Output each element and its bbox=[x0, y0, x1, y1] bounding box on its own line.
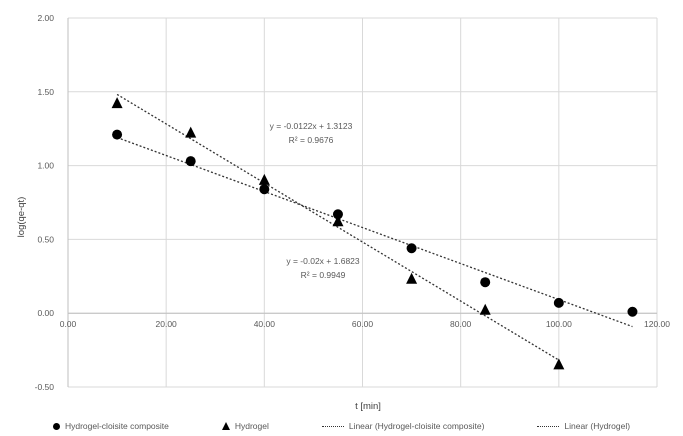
legend-item-composite: Hydrogel-cloisite composite bbox=[52, 421, 169, 431]
trendline-r2-hydrogel: R² = 0.9949 bbox=[301, 270, 346, 280]
legend-label-hydrogel: Hydrogel bbox=[234, 421, 269, 431]
legend-item-linear-hydrogel: Linear (Hydrogel) bbox=[537, 421, 630, 431]
triangle-marker-icon bbox=[221, 422, 230, 430]
dotted-line-icon bbox=[321, 425, 344, 427]
x-tick-label: 60.00 bbox=[352, 319, 374, 329]
data-points bbox=[111, 97, 638, 370]
circle-marker-icon bbox=[52, 422, 60, 430]
axes bbox=[67, 18, 657, 387]
y-tick-label: 2.00 bbox=[37, 13, 54, 23]
composite-data-point bbox=[332, 209, 343, 220]
hydrogel-data-point bbox=[479, 303, 491, 315]
y-tick-label: 1.00 bbox=[37, 161, 54, 171]
trendline-composite bbox=[116, 136, 633, 328]
composite-data-point bbox=[627, 306, 638, 317]
hydrogel-data-point bbox=[258, 173, 270, 185]
x-tick-label: 120.00 bbox=[644, 319, 670, 329]
y-tick-label: -0.50 bbox=[35, 382, 55, 392]
composite-data-point bbox=[553, 297, 564, 308]
legend-label-linear-composite: Linear (Hydrogel-cloisite composite) bbox=[348, 421, 485, 431]
y-axis-title: log(qe-qt) bbox=[16, 197, 27, 238]
composite-data-point bbox=[185, 156, 196, 167]
trendline-equation-composite: y = -0.0122x + 1.3123 bbox=[270, 121, 353, 131]
legend-label-composite: Hydrogel-cloisite composite bbox=[64, 421, 169, 431]
legend-item-linear-composite: Linear (Hydrogel-cloisite composite) bbox=[321, 421, 485, 431]
y-tick-label: 0.00 bbox=[37, 308, 54, 318]
y-tick-label: 0.50 bbox=[37, 234, 54, 244]
legend-item-hydrogel: Hydrogel bbox=[221, 421, 269, 431]
hydrogel-data-point bbox=[185, 126, 197, 138]
x-tick-label: 40.00 bbox=[254, 319, 276, 329]
composite-data-point bbox=[406, 243, 417, 254]
tick-labels: -0.50 0.00 0.50 1.00 1.50 2.00 0.00 20.00 40.00 6… bbox=[35, 13, 671, 392]
grid-lines bbox=[68, 17, 658, 388]
trendlines bbox=[116, 93, 633, 361]
chart-plot: -0.50 0.00 0.50 1.00 1.50 2.00 0.00 20.00 40.00 6… bbox=[16, 13, 671, 412]
trendline-hydrogel bbox=[116, 93, 560, 361]
composite-data-point bbox=[259, 184, 270, 195]
trendline-equation-hydrogel: y = -0.02x + 1.6823 bbox=[286, 256, 360, 266]
composite-data-point bbox=[112, 129, 123, 140]
x-tick-label: 100.00 bbox=[546, 319, 572, 329]
x-tick-label: 0.00 bbox=[60, 319, 77, 329]
hydrogel-data-point bbox=[111, 97, 123, 109]
hydrogel-data-point bbox=[406, 272, 418, 284]
trendline-r2-composite: R² = 0.9676 bbox=[289, 135, 334, 145]
y-tick-label: 1.50 bbox=[37, 87, 54, 97]
x-axis-title: t [min] bbox=[355, 401, 381, 412]
chart-legend: Hydrogel-cloisite composite Hydrogel Lin… bbox=[0, 418, 683, 434]
x-tick-label: 80.00 bbox=[450, 319, 472, 329]
dotted-line-icon bbox=[537, 425, 560, 427]
composite-data-point bbox=[480, 277, 491, 288]
hydrogel-data-point bbox=[553, 358, 565, 370]
x-tick-label: 20.00 bbox=[156, 319, 178, 329]
legend-label-linear-hydrogel: Linear (Hydrogel) bbox=[564, 421, 631, 431]
hydrogel-data-point bbox=[332, 215, 344, 227]
